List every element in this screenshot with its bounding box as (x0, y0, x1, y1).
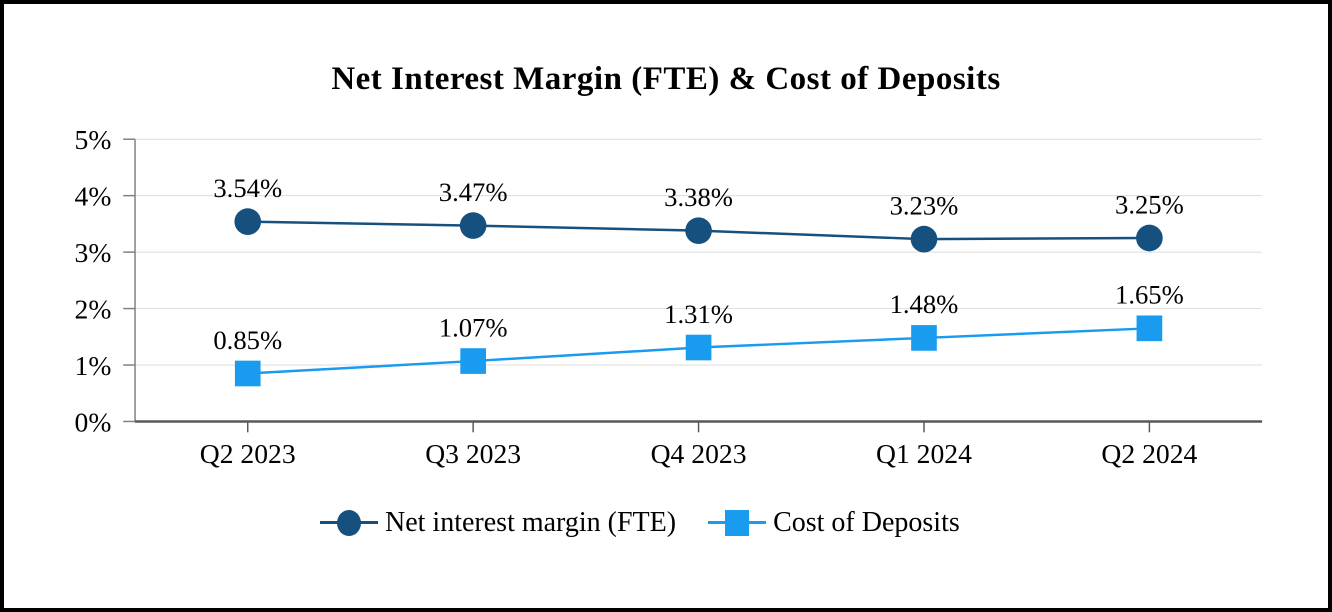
data-point-label: 1.48% (890, 289, 959, 319)
y-axis-label: 4% (75, 181, 112, 212)
x-axis-label: Q4 2023 (651, 438, 747, 469)
x-axis-label: Q1 2024 (876, 438, 972, 469)
x-axis-label: Q2 2023 (200, 438, 296, 469)
data-marker-square (460, 348, 486, 374)
data-marker-circle (459, 212, 487, 239)
data-marker-square (1136, 315, 1163, 342)
square-marker-icon (725, 510, 750, 536)
data-point-label: 0.85% (213, 325, 282, 355)
y-axis-label: 2% (75, 293, 112, 324)
data-point-label: 3.25% (1115, 189, 1184, 219)
legend-label-cost-of-deposits: Cost of Deposits (773, 507, 960, 538)
data-marker-square (911, 325, 937, 351)
y-axis-label: 0% (75, 406, 112, 437)
net-interest-margin-legend-marker (320, 508, 378, 538)
y-axis-label: 1% (75, 350, 112, 381)
data-point-label: 3.47% (439, 177, 508, 207)
data-point-label: 3.38% (664, 182, 733, 212)
x-axis-label: Q3 2023 (425, 438, 521, 469)
data-marker-circle (910, 225, 938, 253)
circle-marker-icon (337, 510, 361, 536)
data-point-label: 1.31% (664, 299, 733, 329)
data-marker-square (685, 334, 712, 361)
data-point-label: 1.65% (1115, 280, 1184, 310)
cost-of-deposits-legend-marker (708, 508, 767, 538)
data-marker-circle (1136, 224, 1163, 252)
data-marker-square (234, 360, 261, 387)
legend-item-cost-of-deposits: Cost of Deposits (708, 507, 960, 539)
data-point-label: 3.54% (213, 173, 282, 203)
legend-label-net-interest-margin: Net interest margin (FTE) (385, 507, 677, 538)
y-axis-label: 5% (75, 124, 112, 155)
data-point-label: 3.23% (890, 190, 959, 220)
x-axis-label: Q2 2024 (1101, 438, 1197, 469)
chart-title: Net Interest Margin (FTE) & Cost of Depo… (331, 61, 1001, 97)
legend: Net interest margin (FTE) Cost of Deposi… (320, 507, 960, 539)
data-point-label: 1.07% (439, 312, 508, 342)
data-marker-circle (685, 217, 712, 244)
plot-area: 0% 1% 2% 3% 4% 5% Q2 2023 Q3 2023 Q4 2023 Q1 2024… (75, 124, 1263, 469)
legend-item-net-interest-margin: Net interest margin (FTE) (320, 507, 676, 539)
y-axis-label: 3% (75, 237, 112, 268)
data-marker-circle (234, 208, 262, 235)
